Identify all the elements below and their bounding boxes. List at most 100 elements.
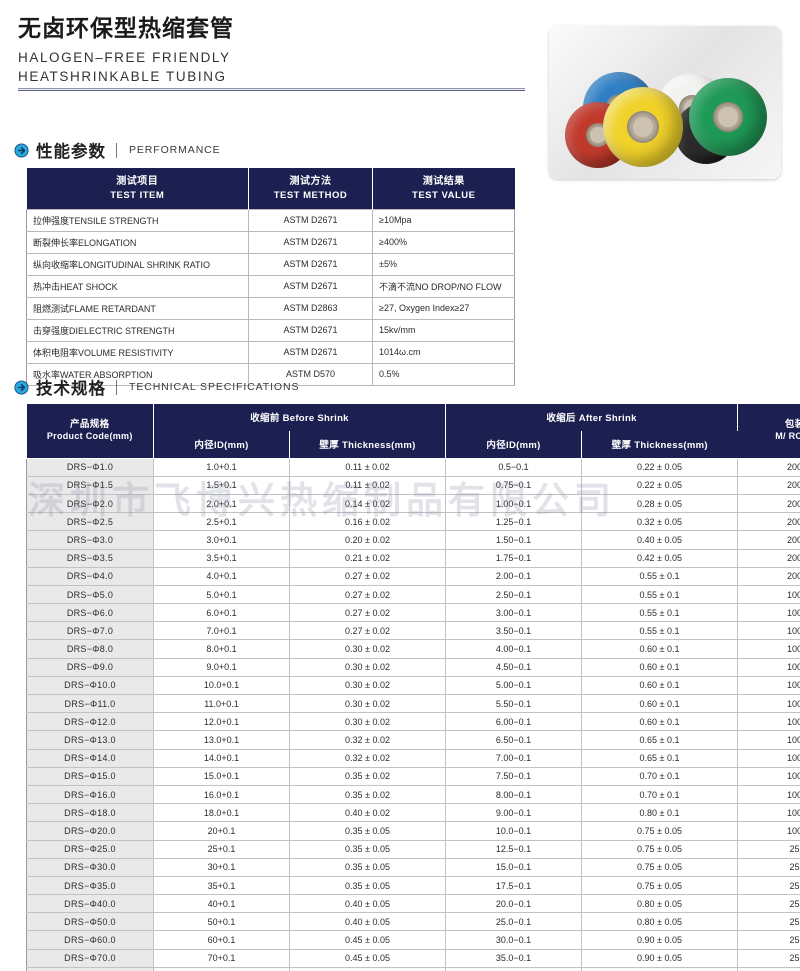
spec-cell-package: 100 xyxy=(737,584,800,605)
spec-cell-after-id: 3.00−0.1 xyxy=(445,603,582,623)
perf-cell-method: ASTM D2671 xyxy=(248,318,373,342)
spec-cell-after-thickness: 0.90 ± 0.05 xyxy=(581,948,738,968)
table-row: 纵向收缩率LONGITUDINAL SHRINK RATIO ASTM D2671… xyxy=(26,252,515,276)
spec-cell-code: DRS−Φ10.0 xyxy=(26,675,154,696)
spec-cell-after-id: 9.00−0.1 xyxy=(445,803,582,823)
spec-cell-after-id: 7.50−0.1 xyxy=(445,766,582,786)
table-row: DRS−Φ6.0 6.0+0.1 0.27 ± 0.02 3.00−0.1 0.55 ±… xyxy=(26,603,800,623)
spec-cell-after-thickness: 0.60 ± 0.1 xyxy=(581,675,738,696)
table-row: 拉伸强度TENSILE STRENGTH ASTM D2671 ≥10Mpa xyxy=(26,208,515,232)
spec-cell-after-thickness: 0.60 ± 0.1 xyxy=(581,639,738,659)
spec-cell-before-id: 25+0.1 xyxy=(153,839,290,859)
spec-cell-package: 200 xyxy=(737,566,800,586)
spec-cell-before-id: 35+0.1 xyxy=(153,875,290,896)
spec-cell-before-id: 5.0+0.1 xyxy=(153,584,290,605)
spec-cell-before-id: 2.5+0.1 xyxy=(153,512,290,532)
table-row: DRS−Φ9.0 9.0+0.1 0.30 ± 0.02 4.50−0.1 0.60 ±… xyxy=(26,657,800,677)
spec-cell-package: 100 xyxy=(737,748,800,768)
spec-cell-code: DRS−Φ16.0 xyxy=(26,784,154,805)
performance-table-header-row: 测试项目 TEST ITEM 测试方法 TEST METHOD 测试结果 TES… xyxy=(26,168,515,210)
spec-cell-package: 100 xyxy=(737,621,800,641)
spec-cell-after-id: 15.0−0.1 xyxy=(445,857,582,877)
table-row: DRS−Φ25.0 25+0.1 0.35 ± 0.05 12.5−0.1 0.75 ±… xyxy=(26,839,800,859)
spec-cell-after-thickness: 0.40 ± 0.05 xyxy=(581,530,738,550)
perf-cell-method: ASTM D2671 xyxy=(248,274,373,298)
spec-cell-before-thickness: 0.27 ± 0.02 xyxy=(289,584,446,605)
section-heading-performance: 性能参数 PERFORMANCE xyxy=(14,138,221,162)
perf-header-test-value: 测试结果 TEST VALUE xyxy=(372,168,515,210)
spec-cell-before-id: 6.0+0.1 xyxy=(153,603,290,623)
spec-header-product-code: 产品规格 Product Code(mm) xyxy=(26,404,154,459)
spec-cell-code: DRS−Φ8.0 xyxy=(26,639,154,659)
title-chinese: 无卤环保型热缩套管 xyxy=(18,15,234,41)
perf-cell-value: 15kv/mm xyxy=(372,318,515,342)
spec-cell-after-thickness: 0.80 ± 0.05 xyxy=(581,894,738,914)
spec-cell-after-id: 1.00−0.1 xyxy=(445,493,582,514)
spec-cell-before-id: 10.0+0.1 xyxy=(153,675,290,696)
spec-cell-after-thickness: 0.75 ± 0.05 xyxy=(581,875,738,896)
table-row: DRS−Φ3.0 3.0+0.1 0.20 ± 0.02 1.50−0.1 0.40 ±… xyxy=(26,530,800,550)
spec-cell-before-id: 12.0+0.1 xyxy=(153,712,290,732)
spec-cell-before-thickness: 0.14 ± 0.02 xyxy=(289,493,446,514)
spec-subheader-before-id: 内径ID(mm) xyxy=(153,430,290,459)
spec-cell-package: 25 xyxy=(737,930,800,950)
performance-table: 测试项目 TEST ITEM 测试方法 TEST METHOD 测试结果 TES… xyxy=(26,168,515,386)
table-row: DRS−Φ14.0 14.0+0.1 0.32 ± 0.02 7.00−0.1 0.65… xyxy=(26,748,800,768)
spec-cell-after-id: 35.0−0.1 xyxy=(445,948,582,968)
spec-cell-after-thickness: 0.55 ± 0.1 xyxy=(581,603,738,623)
spec-cell-after-id: 6.00−0.1 xyxy=(445,712,582,732)
spec-cell-before-id: 15.0+0.1 xyxy=(153,766,290,786)
spec-cell-before-thickness: 0.35 ± 0.02 xyxy=(289,766,446,786)
spec-cell-after-id: 2.50−0.1 xyxy=(445,584,582,605)
perf-cell-item: 拉伸强度TENSILE STRENGTH xyxy=(26,208,249,232)
spec-cell-after-id: 40.0−0.1 xyxy=(445,966,582,971)
table-row: DRS−Φ60.0 60+0.1 0.45 ± 0.05 30.0−0.1 0.90 ±… xyxy=(26,930,800,950)
spec-cell-code: DRS−Φ20.0 xyxy=(26,821,154,841)
spec-cell-package: 100 xyxy=(737,639,800,659)
spec-cell-code: DRS−Φ5.0 xyxy=(26,584,154,605)
spec-cell-after-thickness: 0.75 ± 0.05 xyxy=(581,857,738,877)
spec-cell-package: 100 xyxy=(737,766,800,786)
table-row: DRS−Φ1.5 1.5+0.1 0.11 ± 0.02 0.75−0.1 0.22 ±… xyxy=(26,475,800,495)
spec-cell-code: DRS−Φ70.0 xyxy=(26,948,154,968)
spec-cell-before-id: 50+0.1 xyxy=(153,912,290,932)
spec-cell-before-thickness: 0.32 ± 0.02 xyxy=(289,748,446,768)
product-photo xyxy=(549,26,781,179)
spec-cell-package: 200 xyxy=(737,512,800,532)
table-row: 热冲击HEAT SHOCK ASTM D2671 不滴不流NO DROP/NO FL… xyxy=(26,274,515,298)
spec-cell-package: 100 xyxy=(737,675,800,696)
spec-cell-before-id: 7.0+0.1 xyxy=(153,621,290,641)
spec-cell-code: DRS−Φ80.0 xyxy=(26,966,154,971)
spec-cell-package: 25 xyxy=(737,839,800,859)
table-row: 阻燃测试FLAME RETARDANT ASTM D2863 ≥27, Oxygen… xyxy=(26,296,515,320)
spec-cell-after-id: 20.0−0.1 xyxy=(445,894,582,914)
spec-cell-before-id: 40+0.1 xyxy=(153,894,290,914)
table-row: 击穿强度DIELECTRIC STRENGTH ASTM D2671 15kv/mm xyxy=(26,318,515,342)
spec-cell-before-id: 18.0+0.1 xyxy=(153,803,290,823)
spec-cell-before-thickness: 0.30 ± 0.02 xyxy=(289,639,446,659)
spec-cell-after-id: 1.75−0.1 xyxy=(445,548,582,568)
spec-cell-after-thickness: 0.22 ± 0.05 xyxy=(581,457,738,477)
table-row: DRS−Φ8.0 8.0+0.1 0.30 ± 0.02 4.00−0.1 0.60 ±… xyxy=(26,639,800,659)
spec-cell-after-thickness: 0.80 ± 0.1 xyxy=(581,803,738,823)
spec-cell-before-thickness: 0.40 ± 0.05 xyxy=(289,894,446,914)
spec-cell-after-thickness: 0.55 ± 0.1 xyxy=(581,584,738,605)
table-row: DRS−Φ2.5 2.5+0.1 0.16 ± 0.02 1.25−0.1 0.32 ±… xyxy=(26,512,800,532)
spec-cell-before-id: 30+0.1 xyxy=(153,857,290,877)
spec-cell-package: 25 xyxy=(737,857,800,877)
perf-cell-item: 阻燃测试FLAME RETARDANT xyxy=(26,296,249,320)
table-row: DRS−Φ3.5 3.5+0.1 0.21 ± 0.02 1.75−0.1 0.42 ±… xyxy=(26,548,800,568)
perf-cell-method: ASTM D2671 xyxy=(248,340,373,364)
section-divider xyxy=(116,379,117,395)
spec-cell-before-thickness: 0.11 ± 0.02 xyxy=(289,475,446,495)
spec-cell-code: DRS−Φ1.5 xyxy=(26,475,154,495)
spec-cell-code: DRS−Φ15.0 xyxy=(26,766,154,786)
spec-cell-before-thickness: 0.30 ± 0.02 xyxy=(289,675,446,696)
spec-cell-before-thickness: 0.16 ± 0.02 xyxy=(289,512,446,532)
spec-cell-before-id: 4.0+0.1 xyxy=(153,566,290,586)
spec-cell-after-id: 17.5−0.1 xyxy=(445,875,582,896)
title-english-line1: HALOGEN–FREE FRIENDLY xyxy=(18,49,231,65)
perf-cell-item: 击穿强度DIELECTRIC STRENGTH xyxy=(26,318,249,342)
spec-cell-before-id: 70+0.1 xyxy=(153,948,290,968)
